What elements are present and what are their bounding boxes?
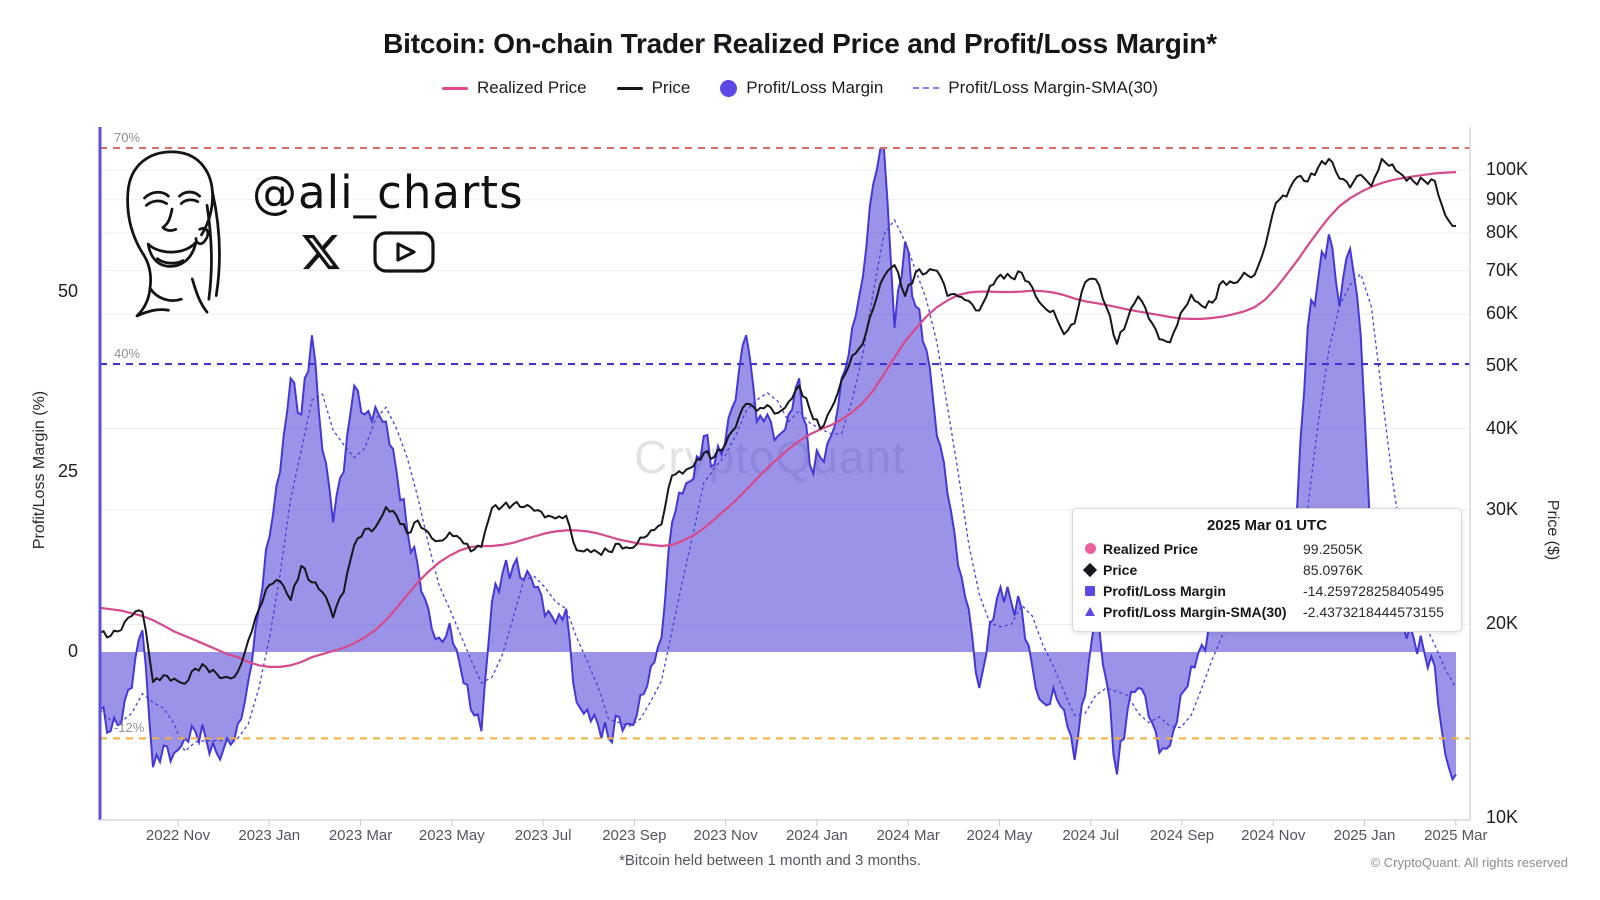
x-logo-icon [302,234,340,270]
tooltip-row-value: -14.259728258405495 [1303,582,1444,599]
ali-charts-logo: @ali_charts [104,138,524,333]
legend-label: Price [651,78,691,97]
legend-swatch [616,86,643,90]
tooltip-row-label: Realized Price [1103,540,1198,557]
youtube-icon [373,231,435,273]
tooltip-row: Profit/Loss Margin -14.259728258405495 [1085,580,1449,601]
legend: Realized Price Price Profit/Loss Margin Pro… [0,74,1600,102]
tooltip-row-value: 85.0976K [1303,561,1363,578]
legend-item-price[interactable]: Price [616,78,691,98]
square-marker-icon [1085,585,1095,596]
legend-swatch [720,79,738,97]
footnote: *Bitcoin held between 1 month and 3 mont… [619,852,921,869]
realized-price-line [100,171,1457,668]
triangle-marker-icon [1085,607,1095,616]
tooltip-row-label: Profit/Loss Margin-SMA(30) [1103,603,1287,620]
legend-item-profit-loss-margin[interactable]: Profit/Loss Margin [720,78,883,98]
ali-charts-handle: @ali_charts [252,166,524,219]
tooltip-row: Profit/Loss Margin-SMA(30) -2.43732184445… [1085,601,1449,622]
margin-area [100,148,1456,780]
circle-marker-icon [1085,543,1096,554]
legend-item-realized-price[interactable]: Realized Price [441,78,587,98]
legend-label: Profit/Loss Margin [746,78,884,97]
diamond-marker-icon [1082,562,1098,577]
tooltip-rows: Realized Price 99.2505K Price 85.0976K Profi… [1082,538,1449,622]
chart-title: Bitcoin: On-chain Trader Realized Price … [383,28,1217,59]
legend-label: Realized Price [476,78,587,97]
tooltip: 2025 Mar 01 UTC Realized Price 99.2505K Pr… [1072,508,1462,632]
tooltip-row-value: 99.2505K [1303,540,1363,557]
copyright: © CryptoQuant. All rights reserved [1370,855,1568,870]
tooltip-row-value: -2.4373218444573155 [1303,603,1444,620]
legend-label: Profit/Loss Margin-SMA(30) [948,78,1159,97]
tooltip-row-label: Profit/Loss Margin [1103,582,1226,599]
legend-swatch [913,87,940,89]
tooltip-title: 2025 Mar 01 UTC [1206,517,1328,534]
tooltip-row: Price 85.0976K [1082,559,1449,580]
legend-swatch [441,86,468,90]
tooltip-row-label: Price [1103,561,1138,578]
tooltip-row: Realized Price 99.2505K [1085,538,1449,559]
face-sketch [126,150,221,318]
price-line [100,157,1457,685]
legend-item-profit-loss-margin-sma-30-[interactable]: Profit/Loss Margin-SMA(30) [913,78,1158,98]
sma-line [100,218,1457,753]
